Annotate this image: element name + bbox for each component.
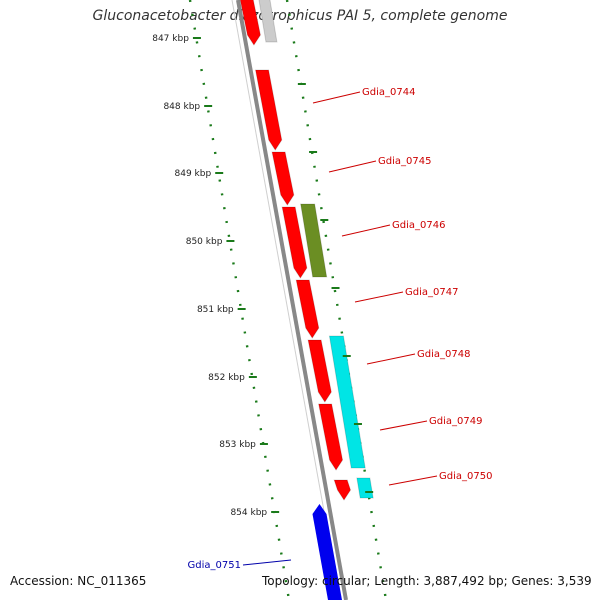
tick-label: 854 kbp (230, 508, 267, 518)
gene-0749 (318, 403, 344, 471)
gene-0751 (312, 504, 342, 600)
tick-label: 852 kbp (208, 373, 245, 383)
leader-line (328, 160, 377, 173)
gene-0746-reverse (300, 203, 328, 278)
leader-line (388, 475, 438, 486)
leader-line (379, 420, 428, 431)
gene-0748 (307, 339, 332, 403)
gene-0745 (271, 151, 295, 206)
gene-label: Gdia_0749 (429, 416, 482, 427)
gene-0747 (295, 279, 320, 339)
genome-summary: Topology: circular; Length: 3,887,492 bp… (262, 574, 592, 588)
gene-label: Gdia_0748 (417, 349, 470, 360)
leader-line (242, 559, 292, 566)
tick-label: 849 kbp (175, 169, 212, 179)
leader-line (312, 91, 361, 104)
accession-text: Accession: NC_011365 (10, 574, 147, 588)
leader-line (354, 291, 404, 303)
gene-label: Gdia_0750 (439, 471, 492, 482)
gene-top-red (239, 0, 261, 46)
gene-label: Gdia_0745 (378, 156, 431, 167)
gene-label: Gdia_0744 (362, 87, 415, 98)
gene-0748-reverse (328, 335, 366, 469)
backbone-line (236, 0, 348, 600)
gene-label: Gdia_0746 (392, 220, 445, 231)
gene-0746 (281, 206, 308, 279)
gene-0744 (254, 69, 283, 151)
tick-label: 851 kbp (197, 305, 234, 315)
backbone-edge (231, 0, 341, 600)
tick-label: 847 kbp (152, 34, 189, 44)
gene-labels: Gdia_0744 Gdia_0745 Gdia_0746 Gdia_0747 Gdia… (188, 87, 493, 571)
gene-label: Gdia_0747 (405, 287, 458, 298)
leader-line (341, 224, 391, 237)
tick-label: 853 kbp (219, 440, 256, 450)
gene-0750 (333, 479, 352, 501)
tick-marks: 847 kbp 848 kbp 849 kbp 850 kbp 851 kbp 852 k… (152, 34, 374, 518)
gene-0750-reverse (356, 477, 374, 499)
gene-label: Gdia_0751 (188, 560, 241, 571)
gene-top-grey (258, 0, 278, 43)
map-title: Gluconacetobacter diazotrophicus PAI 5, … (92, 8, 508, 24)
tick-label: 850 kbp (186, 237, 223, 247)
backbone (231, 0, 348, 600)
tick-label: 848 kbp (163, 102, 200, 112)
leader-line (366, 353, 416, 365)
gene-track (239, 0, 374, 600)
